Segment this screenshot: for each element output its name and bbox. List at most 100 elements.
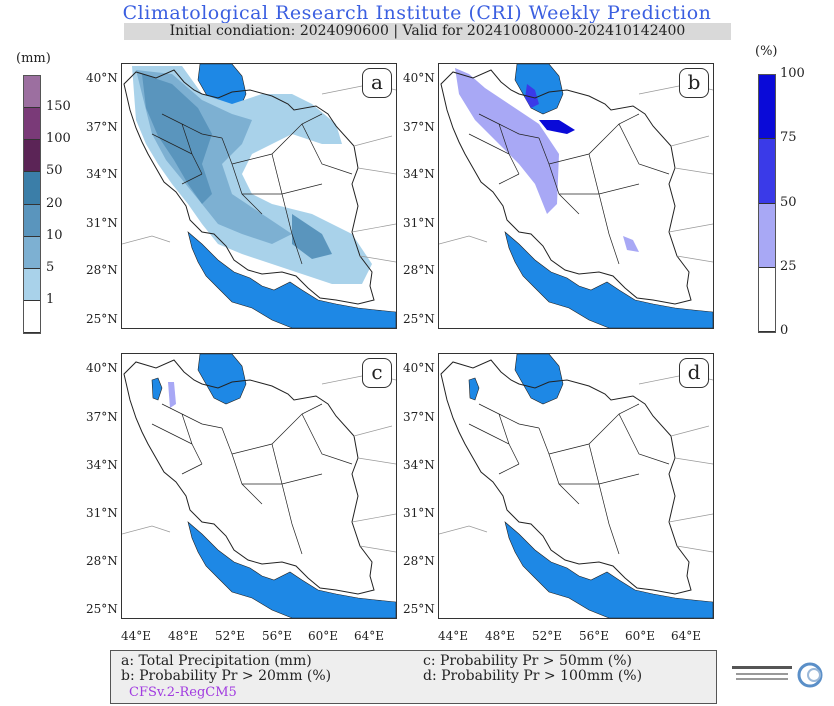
neighbor-borders	[439, 373, 713, 553]
iran-border	[123, 359, 375, 595]
left-colorbar-label: 150	[46, 99, 71, 115]
left-colorbar	[23, 75, 41, 334]
map-canvas-c	[122, 354, 396, 618]
precip-overlay	[142, 74, 212, 204]
lat-tick-label: 34°N	[403, 167, 435, 181]
caspian-sea	[514, 354, 564, 405]
model-label: CFSv.2-RegCM5	[129, 685, 237, 700]
page-title: Climatological Research Institute (CRI) …	[122, 2, 712, 24]
neighbor-borders	[122, 373, 396, 553]
legend-item-c: c: Probability Pr > 50mm (%)	[423, 653, 633, 669]
province-borders	[468, 113, 670, 265]
lon-tick-label: 44°E	[438, 629, 469, 643]
lon-tick-label: 56°E	[579, 629, 610, 643]
province-borders	[151, 403, 353, 555]
right-colorbar-label: 25	[780, 258, 797, 274]
right-colorbar-segment	[759, 75, 775, 140]
precip-overlay	[623, 236, 639, 252]
left-colorbar-segment	[24, 300, 40, 333]
precip-overlay	[539, 120, 575, 134]
right-colorbar-label: 50	[780, 194, 797, 210]
left-colorbar-segment	[24, 204, 40, 237]
lat-tick-label: 37°N	[403, 410, 435, 424]
left-colorbar-segment	[24, 76, 40, 109]
left-colorbar-label: 5	[46, 259, 55, 275]
panel-label-c: c	[362, 358, 392, 388]
left-colorbar-segment	[24, 236, 40, 269]
map-canvas-b	[439, 64, 713, 328]
lat-tick-label: 28°N	[403, 263, 435, 277]
caspian-sea	[197, 354, 247, 405]
left-colorbar-segment	[24, 172, 40, 205]
left-colorbar-unit: (mm)	[16, 51, 51, 66]
left-colorbar-label: 50	[46, 163, 63, 179]
right-colorbar-segment	[759, 203, 775, 268]
institute-logo	[732, 658, 828, 692]
lat-tick-label: 40°N	[403, 361, 435, 375]
lon-tick-label: 56°E	[262, 629, 293, 643]
precip-overlay	[168, 382, 176, 408]
map-panel-a: a	[121, 63, 397, 329]
lon-tick-label: 64°E	[354, 629, 385, 643]
lon-tick-label: 48°E	[168, 629, 199, 643]
right-colorbar-label: 100	[780, 66, 805, 81]
lat-tick-label: 25°N	[86, 312, 118, 326]
lat-tick-label: 28°N	[86, 263, 118, 277]
persian-gulf	[187, 521, 396, 618]
province-borders	[468, 403, 670, 555]
left-colorbar-label: 10	[46, 227, 63, 243]
lat-tick-label: 40°N	[403, 71, 435, 85]
precip-overlay	[292, 214, 332, 259]
lon-tick-label: 48°E	[485, 629, 516, 643]
lon-tick-label: 64°E	[671, 629, 702, 643]
lon-tick-label: 52°E	[532, 629, 563, 643]
legend-item-a: a: Total Precipitation (mm)	[121, 653, 312, 669]
legend-box: a: Total Precipitation (mm) b: Probabili…	[110, 650, 717, 704]
map-panel-b: b	[438, 63, 714, 329]
map-panel-c: c	[121, 353, 397, 619]
lat-tick-label: 31°N	[86, 216, 118, 230]
lat-tick-label: 28°N	[86, 554, 118, 568]
caspian-sea	[514, 64, 564, 115]
lat-tick-label: 31°N	[403, 216, 435, 230]
left-colorbar-segment	[24, 108, 40, 141]
persian-gulf	[504, 231, 713, 328]
panel-label-b: b	[679, 68, 709, 98]
persian-gulf	[187, 231, 396, 328]
lat-tick-label: 25°N	[403, 602, 435, 616]
lat-tick-label: 34°N	[86, 458, 118, 472]
iran-border	[440, 69, 692, 305]
right-colorbar-unit: (%)	[755, 44, 778, 59]
panel-label-d: d	[679, 358, 709, 388]
iran-border	[123, 69, 375, 305]
left-colorbar-segment	[24, 268, 40, 301]
lat-tick-label: 25°N	[86, 602, 118, 616]
page-subtitle: Initial condiation: 2024090600 | Valid f…	[124, 23, 731, 40]
left-colorbar-label: 100	[46, 131, 71, 147]
lon-tick-label: 44°E	[121, 629, 152, 643]
right-colorbar-label: 0	[780, 323, 789, 338]
lat-tick-label: 28°N	[403, 554, 435, 568]
legend-item-d: d: Probability Pr > 100mm (%)	[423, 668, 643, 684]
left-colorbar-segment	[24, 140, 40, 173]
persian-gulf	[504, 521, 713, 618]
left-colorbar-label: 1	[46, 291, 55, 307]
lake-urmia	[151, 377, 163, 401]
map-canvas-a	[122, 64, 396, 328]
lon-tick-label: 52°E	[215, 629, 246, 643]
lat-tick-label: 31°N	[403, 506, 435, 520]
panel-label-a: a	[362, 68, 392, 98]
lat-tick-label: 34°N	[86, 167, 118, 181]
lat-tick-label: 25°N	[403, 312, 435, 326]
map-canvas-d	[439, 354, 713, 618]
lake-urmia	[468, 377, 480, 401]
lat-tick-label: 34°N	[403, 458, 435, 472]
lon-tick-label: 60°E	[308, 629, 339, 643]
lat-tick-label: 40°N	[86, 71, 118, 85]
province-borders	[151, 113, 353, 265]
precip-overlay	[455, 68, 559, 214]
right-colorbar-segment	[759, 267, 775, 332]
right-colorbar	[758, 74, 776, 333]
iran-border	[440, 359, 692, 595]
lat-tick-label: 37°N	[86, 410, 118, 424]
